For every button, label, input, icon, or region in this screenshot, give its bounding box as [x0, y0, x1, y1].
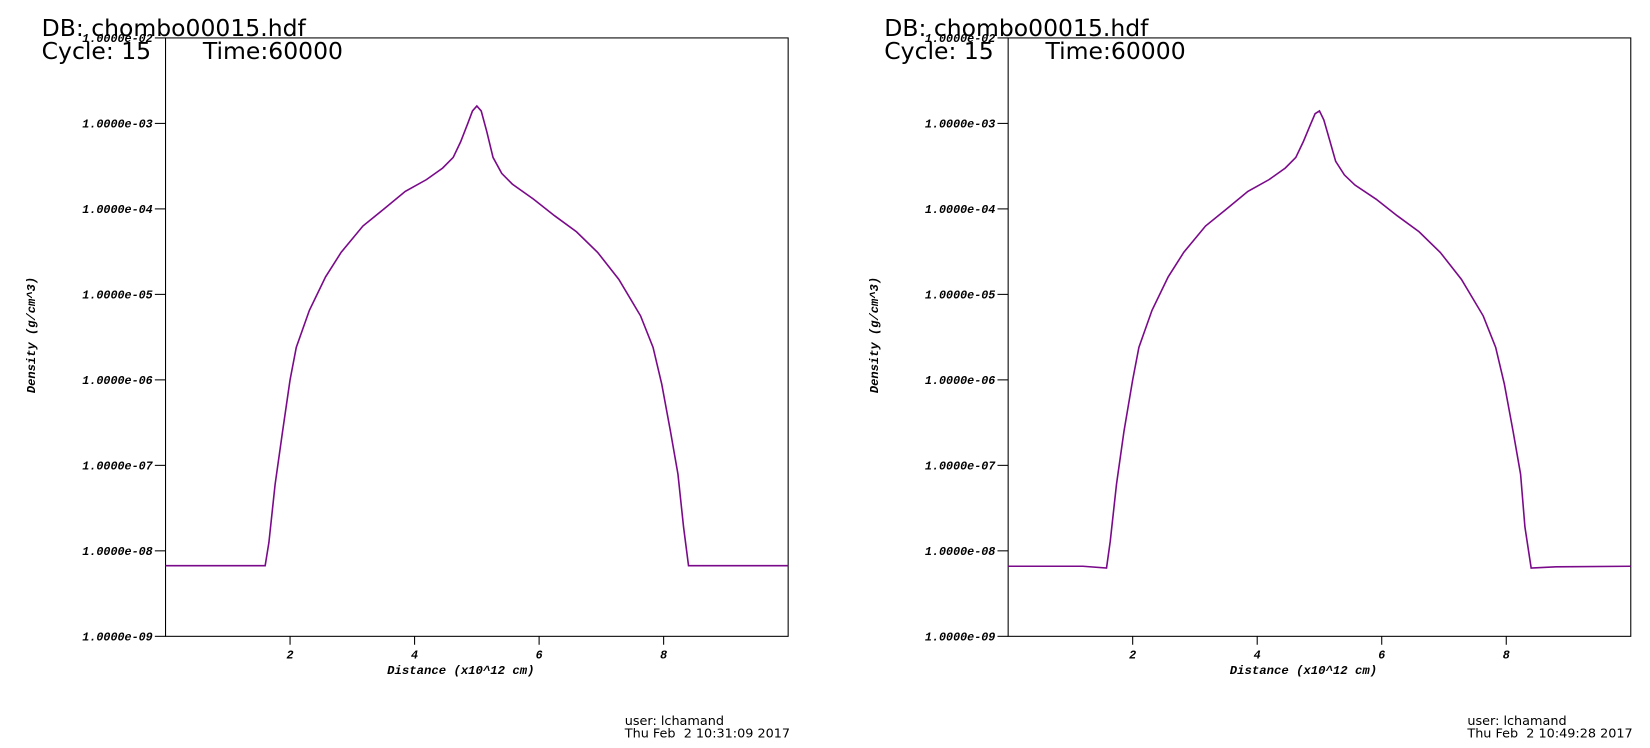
x-tick-label: 8: [1503, 649, 1510, 663]
db-title: DB: chombo00015.hdf: [884, 14, 1149, 42]
y-tick-label: 1.0000e-03: [925, 118, 995, 132]
cycle-label: Cycle: 15: [884, 37, 993, 65]
data-line: [165, 104, 789, 567]
y-tick-label: 1.0000e-05: [925, 289, 995, 303]
time-label: Time:60000: [1045, 37, 1186, 65]
y-tick-label: 1.0000e-09: [82, 631, 152, 645]
x-axis-label: Distance (x10^12 cm): [387, 664, 534, 678]
x-tick-label: 6: [536, 649, 543, 663]
x-axis-label: Distance (x10^12 cm): [1230, 664, 1377, 678]
x-tick-label: 2: [1129, 649, 1136, 663]
user-label: user: lchamand: [1467, 713, 1566, 728]
cycle-label: Cycle: 15: [42, 37, 151, 65]
data-line: [1008, 109, 1631, 569]
y-tick-label: 1.0000e-09: [925, 631, 995, 645]
y-tick-label: 1.0000e-02: [82, 32, 152, 46]
y-tick-label: 1.0000e-07: [82, 460, 153, 474]
y-tick-label: 1.0000e-05: [82, 289, 152, 303]
plot-frame: [165, 37, 789, 637]
y-tick-label: 1.0000e-06: [925, 374, 995, 388]
y-tick-label: 1.0000e-08: [925, 545, 995, 559]
y-tick-label: 1.0000e-08: [82, 545, 152, 559]
y-tick-label: 1.0000e-04: [82, 203, 152, 217]
y-tick-label: 1.0000e-04: [925, 203, 995, 217]
timestamp: Thu Feb 2 10:49:28 2017: [1466, 726, 1632, 741]
y-tick-label: 1.0000e-03: [82, 118, 152, 132]
x-tick-label: 6: [1378, 649, 1385, 663]
x-tick-label: 4: [411, 649, 418, 663]
plot-frame: [1007, 37, 1632, 637]
x-tick-label: 2: [287, 649, 294, 663]
user-label: user: lchamand: [625, 713, 724, 728]
x-tick-label: 4: [1254, 649, 1261, 663]
y-tick-label: 1.0000e-02: [925, 32, 995, 46]
x-tick-label: 8: [660, 649, 667, 663]
y-tick-label: 1.0000e-06: [82, 374, 152, 388]
y-axis-label: Density (g/cm^3): [868, 277, 882, 393]
y-tick-label: 1.0000e-07: [925, 460, 996, 474]
db-title: DB: chombo00015.hdf: [42, 14, 307, 42]
timestamp: Thu Feb 2 10:31:09 2017: [624, 726, 790, 741]
y-axis-label: Density (g/cm^3): [25, 277, 39, 393]
time-label: Time:60000: [202, 37, 343, 65]
